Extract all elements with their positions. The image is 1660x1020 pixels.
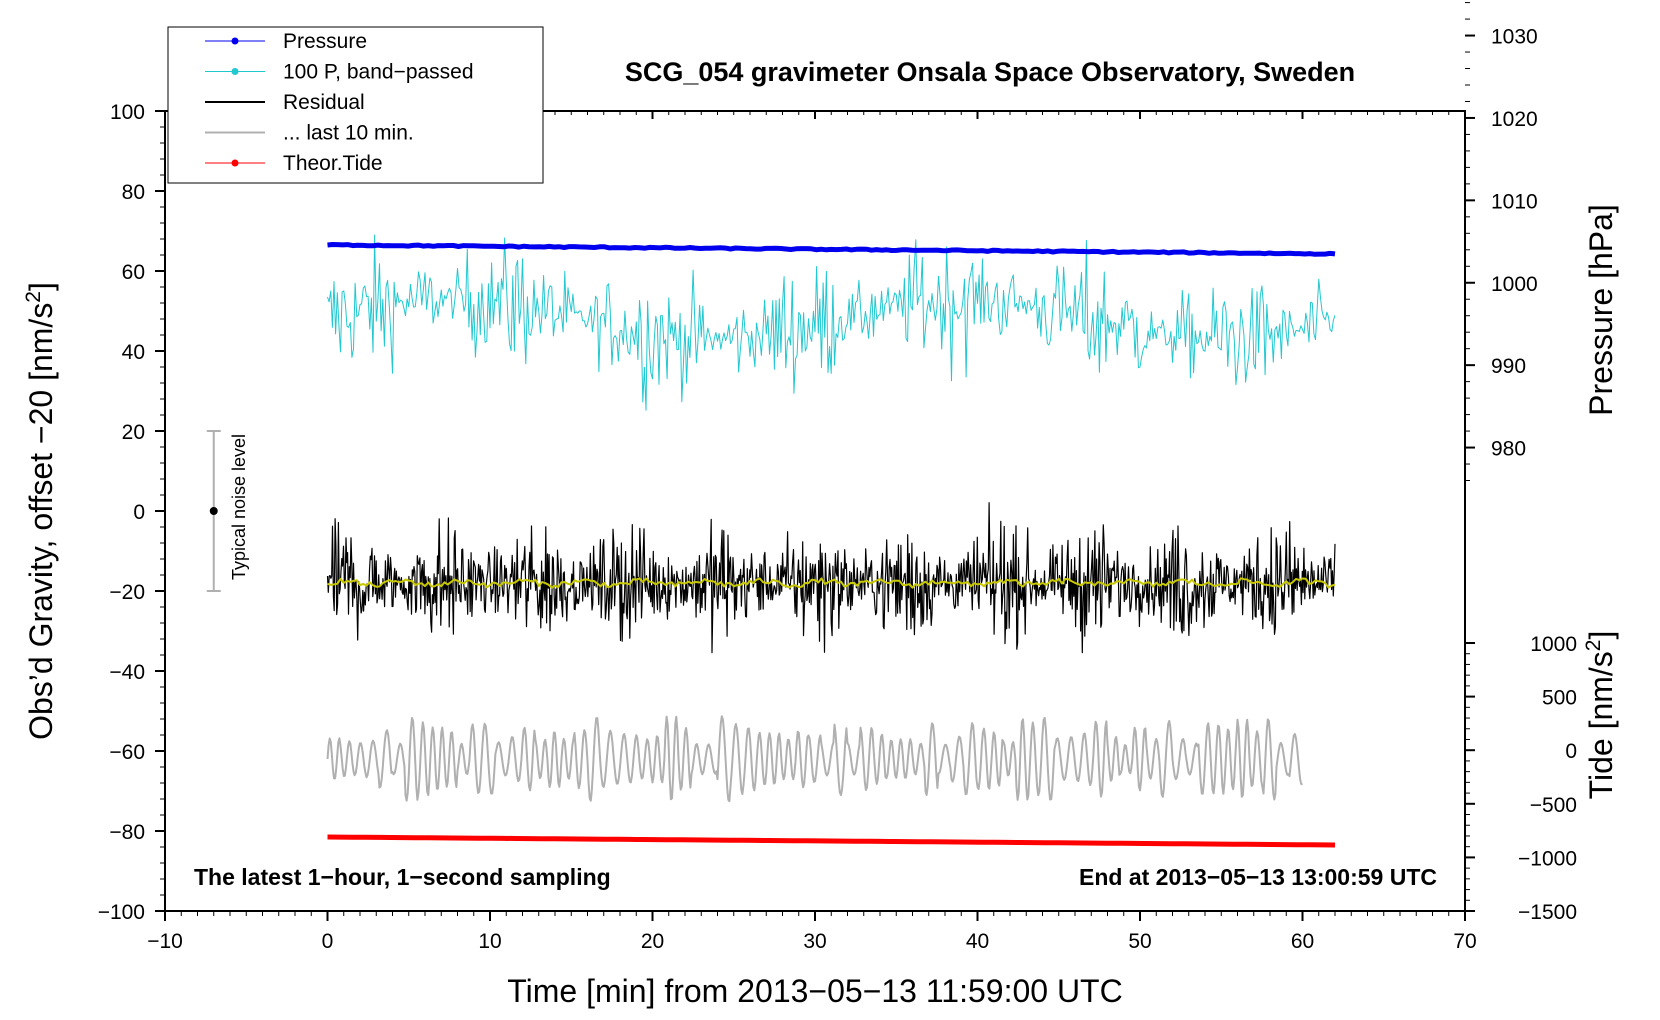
legend-label: Pressure	[283, 30, 367, 53]
x-tick-label: 40	[966, 930, 989, 953]
noise-bar-center	[209, 507, 218, 515]
chart-title: SCG_054 gravimeter Onsala Space Observat…	[625, 57, 1355, 87]
x-tick-label: 10	[478, 930, 501, 953]
legend-swatch-marker	[231, 37, 239, 45]
y-tick-label: 40	[122, 341, 145, 364]
annotation-end-time: End at 2013−05−13 13:00:59 UTC	[1079, 864, 1437, 890]
y-tick-label: 80	[122, 181, 145, 204]
x-tick-label: 60	[1291, 930, 1314, 953]
tide-tick-label: 500	[1542, 687, 1577, 710]
x-tick-label: 0	[322, 930, 334, 953]
legend-label: Theor.Tide	[283, 152, 383, 175]
pressure-tick-label: 990	[1491, 355, 1526, 378]
y-tick-label: −40	[109, 661, 145, 684]
y-axis-left: 100 80 60 40 20 0 −20 −40 −60 −80 −100	[98, 101, 165, 924]
y-tick-label: 60	[122, 261, 145, 284]
legend-label: ... last 10 min.	[283, 122, 414, 145]
y-axis-pressure-title: Pressure [hPa]	[1583, 204, 1619, 416]
plot-frame	[164, 110, 1466, 912]
annotation-latest-hour: The latest 1−hour, 1−second sampling	[194, 864, 611, 890]
pressure-tick-label: 1010	[1491, 190, 1538, 213]
legend-swatch-marker	[231, 68, 239, 75]
y-axis-tide-title: Tide [nm/s2]	[1582, 631, 1619, 800]
y-axis-pressure: 980 990 1000 1010 1020 1030	[1465, 2, 1538, 482]
y-tick-label: −80	[109, 821, 145, 844]
legend: Pressure 100 P, band−passed Residual ... la…	[167, 26, 544, 184]
legend-swatch-marker	[231, 159, 239, 167]
tide-tick-label: −500	[1530, 794, 1577, 817]
series-bandpassed-pressure	[327, 234, 1336, 411]
series-residual-smoothed	[327, 577, 1336, 589]
x-tick-label: −10	[147, 930, 183, 953]
x-axis-title: Time [min] from 2013−05−13 11:59:00 UTC	[507, 973, 1122, 1009]
series-residual	[326, 502, 1336, 654]
noise-level-indicator	[206, 430, 221, 592]
x-tick-label: 50	[1128, 930, 1151, 953]
pressure-tick-label: 1000	[1491, 273, 1538, 296]
legend-label: Residual	[283, 91, 365, 114]
y-tick-label: −100	[98, 901, 145, 924]
y-tick-label: 0	[133, 501, 145, 524]
y-tick-label: −20	[109, 581, 145, 604]
y-tick-label: 100	[110, 101, 145, 124]
tide-tick-label: −1000	[1518, 847, 1577, 870]
series-theoretical-tide	[327, 834, 1336, 848]
x-tick-label: 20	[641, 930, 664, 953]
series-layer	[326, 234, 1336, 848]
y-tick-label: 20	[122, 421, 145, 444]
pressure-tick-label: 1020	[1491, 108, 1538, 131]
pressure-tick-label: 1030	[1491, 26, 1538, 49]
y-axis-left-title: Obs’d Gravity, offset −20 [nm/s2]	[22, 282, 59, 740]
pressure-tick-label: 980	[1491, 438, 1526, 461]
tide-tick-label: −1500	[1518, 901, 1577, 924]
tide-tick-label: 1000	[1530, 633, 1577, 656]
x-axis: −10 0 10 20 30 40 50 60 70	[147, 111, 1477, 953]
tide-tick-label: 0	[1565, 740, 1577, 763]
y-tick-label: −60	[109, 741, 145, 764]
series-pressure	[327, 242, 1336, 257]
series-last-10-min	[326, 715, 1303, 803]
legend-label: 100 P, band−passed	[283, 61, 474, 84]
y-axis-tide: 1000 500 0 −500 −1000 −1500	[1465, 633, 1577, 924]
noise-level-label: Typical noise level	[229, 434, 249, 580]
x-tick-label: 30	[803, 930, 826, 953]
legend-box	[167, 26, 544, 184]
x-tick-label: 70	[1453, 930, 1476, 953]
